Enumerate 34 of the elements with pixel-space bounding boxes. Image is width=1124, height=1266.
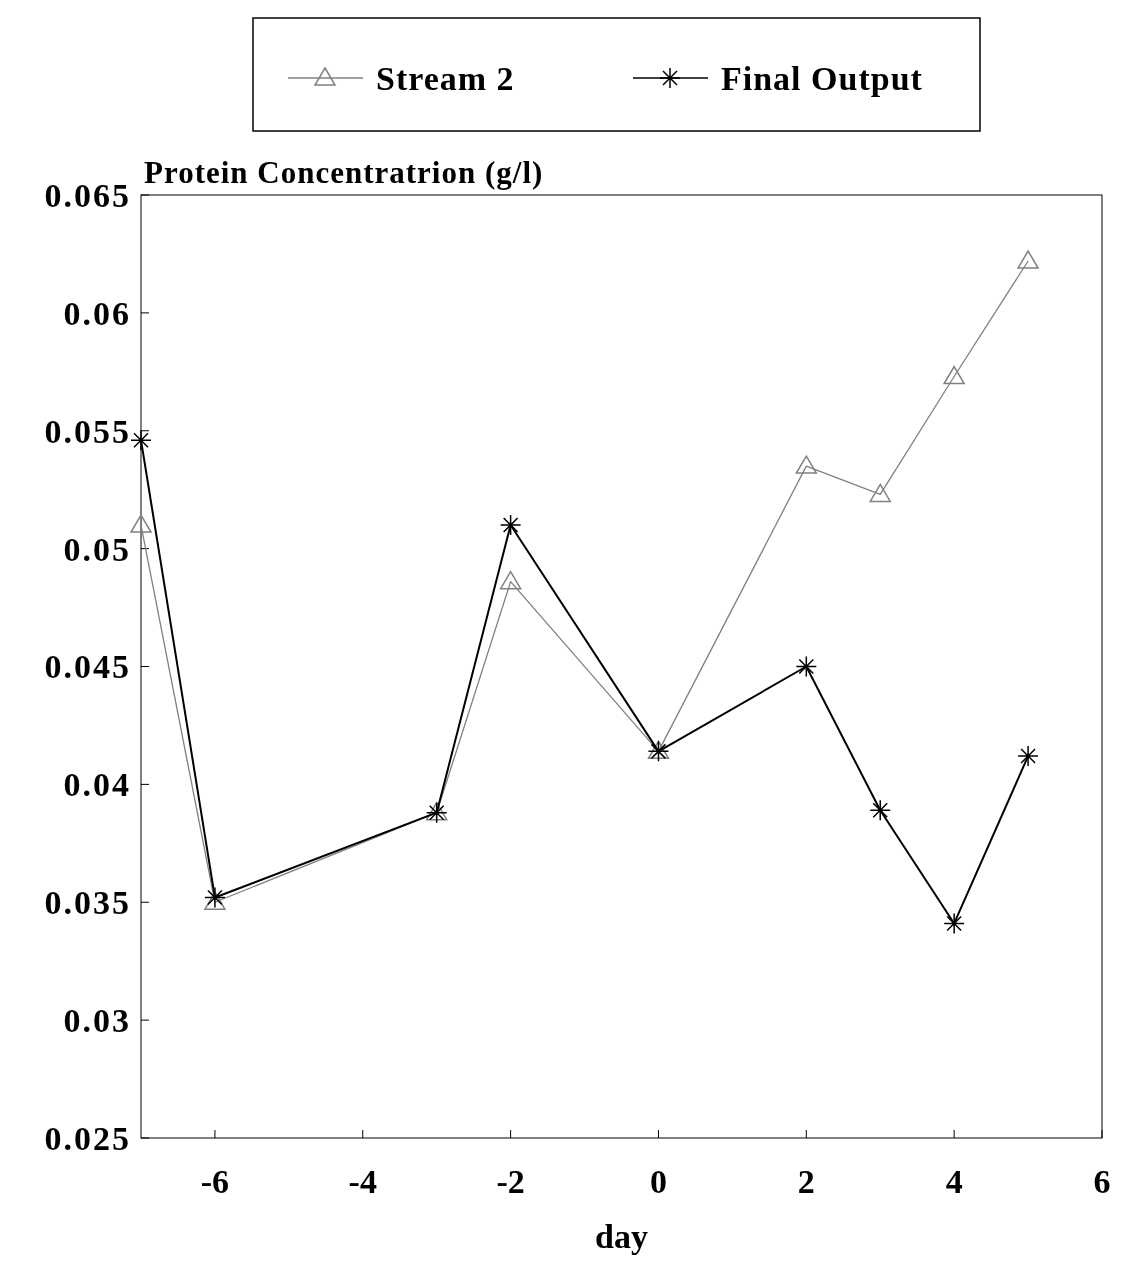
point (499, 570, 522, 590)
x-tick-label: 6 (1093, 1163, 1111, 1200)
x-tick-label: -2 (496, 1163, 525, 1200)
point (943, 912, 965, 935)
point (1017, 250, 1039, 269)
x-tick-label: 0 (649, 1163, 667, 1200)
y-tick-label: 0.025 (44, 1119, 131, 1157)
y-tick-label: 0.035 (44, 884, 131, 922)
y-axis-title: Protein Concentratrion (g/l) (144, 155, 544, 190)
point (1017, 745, 1039, 767)
y-tick-label: 0.05 (63, 530, 131, 568)
x-tick-label: 2 (797, 1163, 815, 1200)
y-tick-label: 0.055 (44, 412, 131, 450)
legend-label: Stream 2 (376, 60, 515, 97)
point (795, 655, 818, 678)
x-tick-label: -4 (348, 1163, 377, 1200)
x-tick-label: -6 (200, 1163, 230, 1200)
y-tick-label: 0.045 (44, 648, 131, 686)
point (943, 365, 965, 385)
point (499, 514, 522, 536)
point (795, 455, 818, 474)
point (204, 886, 226, 909)
point (869, 483, 891, 503)
point (130, 514, 152, 533)
point (130, 429, 152, 451)
y-tick-label: 0.065 (44, 176, 131, 214)
point (204, 891, 226, 910)
legend-label: Final Output (721, 60, 923, 97)
y-tick-label: 0.04 (63, 766, 131, 804)
y-tick-label: 0.03 (63, 1002, 131, 1040)
y-tick-label: 0.06 (63, 294, 131, 332)
point (869, 799, 891, 822)
x-axis-title: day (595, 1218, 648, 1255)
x-tick-label: 4 (945, 1163, 963, 1200)
